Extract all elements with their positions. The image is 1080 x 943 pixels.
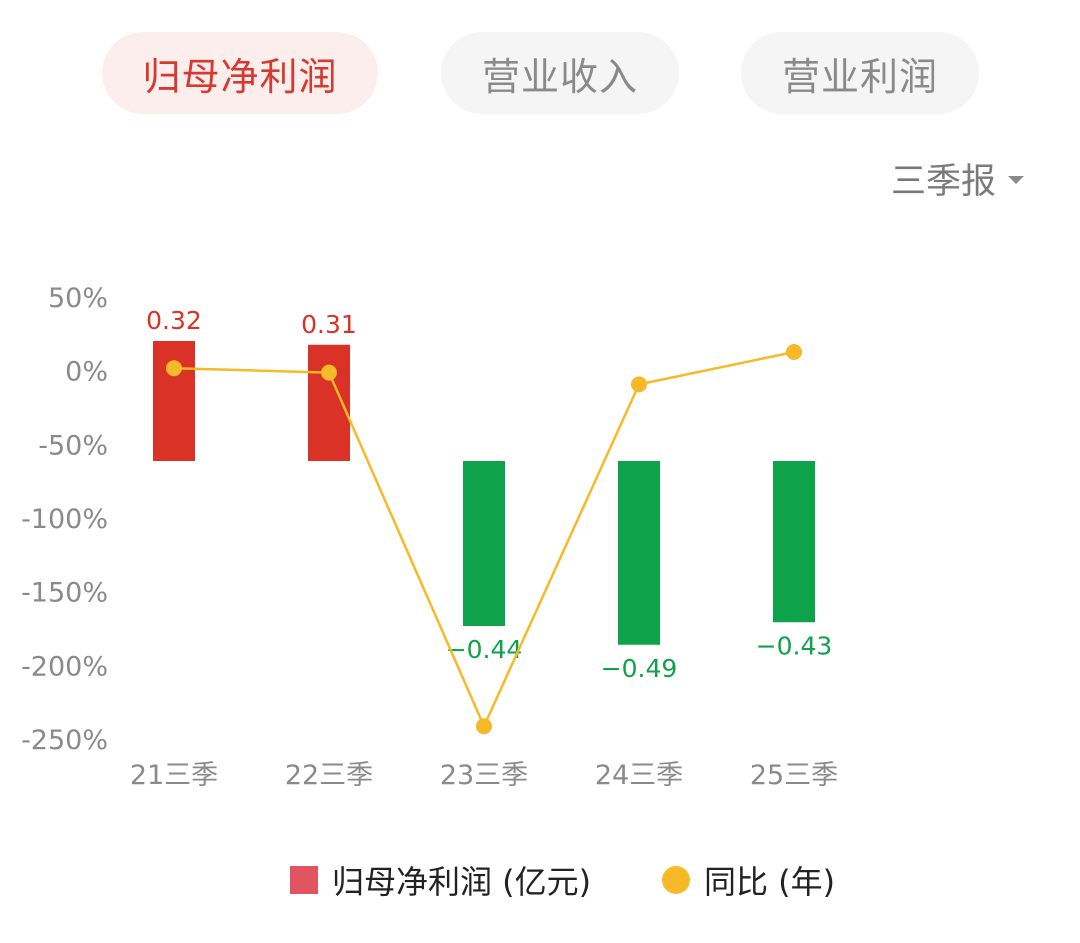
legend-item-bars[interactable]: 归母净利润 (亿元) (290, 850, 591, 910)
yoy-point (321, 364, 337, 381)
tab-net-profit-attributable[interactable]: 归母净利润 (102, 32, 378, 114)
bar-value-label: −0.43 (756, 631, 833, 660)
profit-chart: 50% 0% -50% -100% -150% -200% -250% 0.32 0.31 −0… (21, 283, 838, 791)
bar-value-label: −0.44 (446, 635, 523, 664)
x-axis: 21三季 22三季 23三季 24三季 25三季 (130, 760, 838, 791)
legend-line-label: 同比 (年) (704, 863, 836, 901)
period-selector-label: 三季报 (890, 161, 996, 202)
bar-series: 0.32 0.31 −0.44 −0.49 −0.43 (146, 306, 832, 683)
bar (308, 344, 350, 461)
bar (153, 341, 195, 461)
bar-value-label: −0.49 (601, 654, 678, 683)
yoy-point (166, 360, 182, 377)
y-tick-label: -50% (38, 430, 108, 461)
period-selector[interactable]: 三季报 (891, 150, 1024, 206)
x-tick-label: 21三季 (130, 760, 218, 791)
tab-operating-revenue[interactable]: 营业收入 (441, 32, 679, 114)
line-series (166, 343, 802, 735)
x-tick-label: 25三季 (750, 760, 838, 791)
y-tick-label: 0% (65, 357, 108, 388)
y-tick-label: -200% (21, 651, 108, 682)
y-tick-label: -150% (21, 578, 108, 609)
legend-bar-label: 归母净利润 (亿元) (332, 863, 592, 901)
metric-tabs: 归母净利润 营业收入 营业利润 (0, 0, 1080, 120)
bar (463, 461, 505, 626)
bar-value-label: 0.32 (146, 306, 202, 335)
x-tick-label: 24三季 (595, 760, 683, 791)
bar-value-label: 0.31 (301, 310, 357, 339)
legend-item-line[interactable]: 同比 (年) (662, 850, 835, 910)
legend-bar-swatch (290, 866, 318, 894)
y-tick-label: -250% (21, 725, 108, 756)
x-tick-label: 22三季 (285, 760, 373, 791)
legend-line-dot (662, 866, 690, 894)
caret-down-icon (1008, 176, 1024, 184)
legend: 归母净利润 (亿元) 同比 (年) (0, 850, 1080, 910)
bar (773, 461, 815, 623)
y-tick-label: 50% (48, 283, 108, 314)
y-tick-label: -100% (21, 504, 108, 535)
x-tick-label: 23三季 (440, 760, 528, 791)
bar (618, 461, 660, 645)
y-axis: 50% 0% -50% -100% -150% -200% -250% (21, 283, 108, 756)
tab-operating-profit[interactable]: 营业利润 (741, 32, 979, 114)
yoy-point (476, 718, 492, 735)
yoy-point (631, 376, 647, 393)
yoy-point (786, 343, 802, 360)
